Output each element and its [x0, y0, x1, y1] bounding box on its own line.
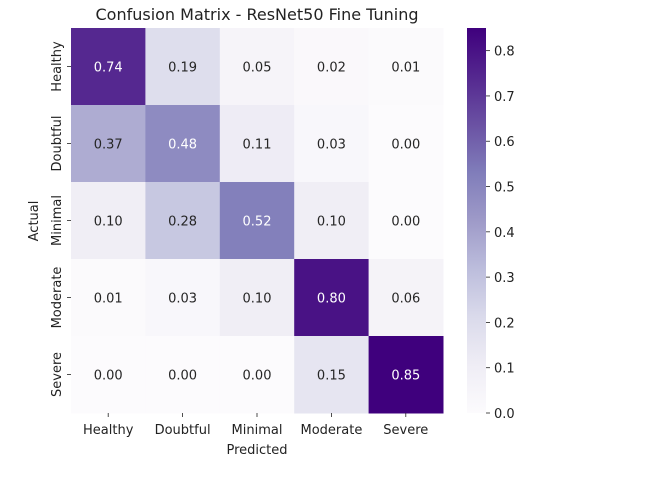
heatmap-cell: [145, 182, 221, 260]
cell-value-label: 0.48: [168, 138, 197, 153]
cell-value-label: 0.01: [94, 292, 123, 307]
heatmap-cell: [219, 259, 295, 337]
cell-value-label: 0.01: [391, 61, 420, 76]
heatmap-cell: [71, 336, 146, 414]
chart-title: Confusion Matrix - ResNet50 Fine Tuning: [95, 5, 418, 24]
cell-value-label: 0.00: [391, 215, 420, 230]
heatmap-cell: [219, 28, 295, 106]
heatmap-cell: [294, 259, 370, 337]
x-tick-label: Doubtful: [155, 423, 211, 438]
x-axis-ticks: Healthy Doubtful Minimal Moderate Severe: [83, 413, 428, 438]
heatmap-cell: [71, 105, 146, 183]
x-tick-label: Moderate: [300, 423, 362, 438]
x-tick-label: Severe: [383, 423, 428, 438]
cell-value-label: 0.11: [243, 138, 272, 153]
cell-value-label: 0.15: [317, 369, 346, 384]
cell-value-label: 0.05: [243, 61, 272, 76]
colorbar-tick-label: 0.3: [494, 271, 515, 286]
heatmap-cells: [71, 28, 444, 414]
heatmap-cell: [145, 28, 221, 106]
x-tick-label: Healthy: [83, 423, 134, 438]
colorbar-tick-label: 0.2: [494, 316, 515, 331]
y-tick-label: Doubtful: [50, 116, 65, 172]
x-axis-label: Predicted: [226, 443, 287, 458]
cell-value-label: 0.74: [94, 61, 123, 76]
cell-value-label: 0.00: [243, 369, 272, 384]
y-axis-label: Actual: [27, 201, 42, 242]
heatmap-cell: [71, 259, 146, 337]
cell-value-label: 0.00: [94, 369, 123, 384]
colorbar-tick-label: 0.4: [494, 226, 515, 241]
cell-value-label: 0.52: [243, 215, 272, 230]
colorbar-tick-label: 0.5: [494, 181, 515, 196]
cell-value-label: 0.02: [317, 61, 346, 76]
heatmap-cell: [219, 105, 295, 183]
y-tick-label: Moderate: [50, 267, 65, 329]
heatmap-cell: [145, 336, 221, 414]
heatmap-cell-labels: 0.74 0.19 0.05 0.02 0.01 0.37 0.48 0.11 0.03 0.00…: [94, 61, 421, 384]
cell-value-label: 0.10: [317, 215, 346, 230]
cell-value-label: 0.80: [317, 292, 346, 307]
cell-value-label: 0.37: [94, 138, 123, 153]
cell-value-label: 0.28: [168, 215, 197, 230]
y-axis-ticks: Healthy Doubtful Minimal Moderate Severe: [50, 41, 71, 397]
cell-value-label: 0.00: [168, 369, 197, 384]
heatmap-cell: [294, 105, 370, 183]
heatmap-cell: [368, 28, 444, 106]
cell-value-label: 0.00: [391, 138, 420, 153]
heatmap-cell: [368, 105, 444, 183]
heatmap-cell: [368, 259, 444, 337]
y-tick-label: Healthy: [50, 41, 65, 92]
y-tick-label: Minimal: [50, 195, 65, 246]
cell-value-label: 0.19: [168, 61, 197, 76]
cell-value-label: 0.03: [317, 138, 346, 153]
colorbar: 0.0 0.1 0.2 0.3 0.4 0.5 0.6 0.7 0.8: [467, 28, 515, 422]
cell-value-label: 0.85: [391, 369, 420, 384]
cell-value-label: 0.10: [94, 215, 123, 230]
cell-value-label: 0.06: [391, 292, 420, 307]
heatmap-cell: [368, 182, 444, 260]
x-tick-label: Minimal: [232, 423, 283, 438]
cell-value-label: 0.10: [243, 292, 272, 307]
heatmap-cell: [294, 336, 370, 414]
heatmap-cell: [71, 182, 146, 260]
colorbar-tick-label: 0.1: [494, 362, 515, 377]
colorbar-tick-label: 0.8: [494, 45, 515, 60]
cell-value-label: 0.03: [168, 292, 197, 307]
heatmap-cell: [294, 182, 370, 260]
heatmap-cell: [71, 28, 146, 106]
heatmap-cell: [145, 259, 221, 337]
heatmap-cell: [219, 336, 295, 414]
heatmap-cell: [294, 28, 370, 106]
y-tick-label: Severe: [50, 352, 65, 397]
heatmap-cell: [368, 336, 444, 414]
colorbar-tick-label: 0.0: [494, 407, 515, 422]
colorbar-tick-label: 0.6: [494, 135, 515, 150]
colorbar-gradient: [467, 28, 486, 413]
colorbar-tick-label: 0.7: [494, 90, 515, 105]
heatmap-cell: [219, 182, 295, 260]
heatmap-cell: [145, 105, 221, 183]
